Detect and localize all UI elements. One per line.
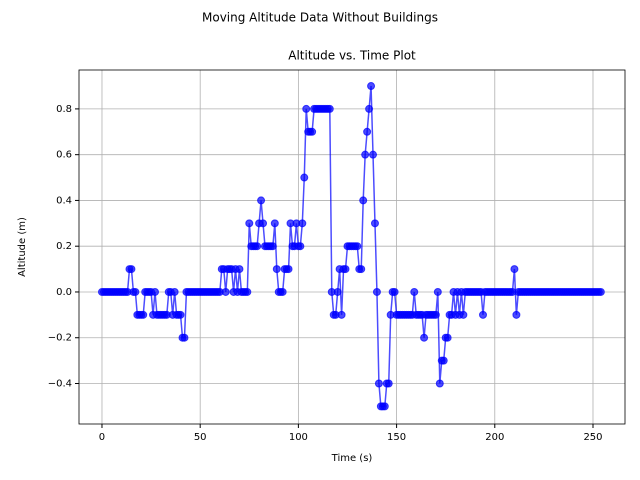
data-point <box>384 379 393 388</box>
data-point <box>370 219 379 228</box>
data-point <box>341 265 350 274</box>
data-point <box>367 82 376 91</box>
data-point <box>139 310 148 319</box>
data-point <box>353 242 362 251</box>
x-tick-label: 100 <box>289 432 308 443</box>
data-point <box>390 287 399 296</box>
data-point <box>180 333 189 342</box>
y-tick-label: −0.2 <box>48 333 72 344</box>
data-point <box>333 287 342 296</box>
data-point <box>512 310 521 319</box>
data-point <box>298 219 307 228</box>
data-point <box>308 127 317 136</box>
data-point <box>374 379 383 388</box>
data-point <box>431 310 440 319</box>
suptitle: Moving Altitude Data Without Buildings <box>202 11 438 25</box>
data-point <box>245 219 254 228</box>
data-point <box>176 310 185 319</box>
data-point <box>170 287 179 296</box>
data-point <box>337 310 346 319</box>
data-point <box>253 242 262 251</box>
y-tick-label: −0.4 <box>48 378 72 389</box>
x-tick-label: 50 <box>194 432 207 443</box>
data-point <box>357 265 366 274</box>
data-point <box>380 402 389 411</box>
data-point <box>435 379 444 388</box>
x-tick-label: 250 <box>583 432 602 443</box>
data-point <box>443 333 452 342</box>
y-tick-label: 0.6 <box>56 150 72 161</box>
x-tick-label: 150 <box>387 432 406 443</box>
data-point <box>410 287 419 296</box>
chart-title: Altitude vs. Time Plot <box>288 49 416 63</box>
data-point <box>420 333 429 342</box>
x-axis-label: Time (s) <box>331 453 373 464</box>
data-point <box>459 310 468 319</box>
data-point <box>510 265 519 274</box>
data-point <box>257 196 266 205</box>
data-point <box>151 287 160 296</box>
data-point <box>479 310 488 319</box>
data-point <box>359 196 368 205</box>
data-point <box>270 219 279 228</box>
data-point <box>302 104 311 113</box>
data-point <box>127 265 136 274</box>
y-tick-label: 0.0 <box>56 287 72 298</box>
x-tick-label: 0 <box>99 432 105 443</box>
data-point <box>300 173 309 182</box>
data-point <box>363 127 372 136</box>
data-point <box>131 287 140 296</box>
data-point <box>272 265 281 274</box>
data-point <box>365 104 374 113</box>
x-tick-label: 200 <box>485 432 504 443</box>
data-point <box>325 104 334 113</box>
y-axis-label: Altitude (m) <box>17 217 28 277</box>
y-tick-label: 0.4 <box>56 195 72 206</box>
data-point <box>433 287 442 296</box>
data-point <box>259 219 268 228</box>
data-point <box>268 242 277 251</box>
data-point <box>372 287 381 296</box>
data-point <box>369 150 378 159</box>
y-tick-label: 0.2 <box>56 241 72 252</box>
data-point <box>596 287 605 296</box>
data-point <box>278 287 287 296</box>
data-point <box>235 265 244 274</box>
data-point <box>439 356 448 365</box>
data-point <box>284 265 293 274</box>
data-point <box>296 242 305 251</box>
plot-frame <box>78 69 626 425</box>
data-point <box>243 287 252 296</box>
y-tick-label: 0.8 <box>56 104 72 115</box>
data-point <box>361 150 370 159</box>
data-point <box>221 287 230 296</box>
